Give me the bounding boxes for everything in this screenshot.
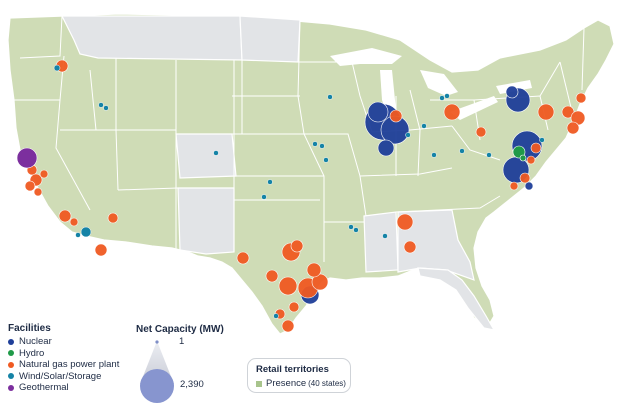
- capacity-legend-title: Net Capacity (MW): [136, 324, 224, 335]
- gas-marker: [537, 103, 555, 121]
- wind-marker: [213, 150, 219, 156]
- wind-dot-icon: [8, 373, 14, 380]
- wind-marker: [327, 94, 333, 100]
- facilities-legend-title: Facilities: [8, 323, 51, 334]
- gas-marker: [265, 269, 279, 283]
- wind-marker: [312, 141, 318, 147]
- state-florida: [417, 267, 496, 331]
- nuclear-dot-icon: [8, 338, 14, 345]
- geothermal-marker: [16, 147, 38, 169]
- gas-marker: [24, 180, 36, 192]
- capacity-min-label: 1: [179, 336, 185, 347]
- wind-marker: [439, 95, 445, 101]
- wind-marker: [539, 137, 545, 143]
- gas-marker: [39, 169, 49, 179]
- legend-label: Nuclear: [19, 336, 52, 348]
- gas-marker: [288, 301, 300, 313]
- state-new-mexico-west: [177, 187, 235, 255]
- gas-marker: [58, 209, 72, 223]
- wind-marker: [273, 313, 279, 319]
- geothermal-dot-icon: [8, 384, 14, 391]
- gas-marker: [69, 217, 79, 227]
- gas-marker: [94, 243, 108, 257]
- wind-marker: [382, 233, 388, 239]
- wind-marker: [353, 227, 359, 233]
- gas-marker: [475, 126, 487, 138]
- state-alabama-georgia-grey: [397, 209, 475, 281]
- gas-marker: [236, 251, 250, 265]
- wind-marker: [267, 179, 273, 185]
- capacity-max-label: 2,390: [180, 379, 204, 390]
- gas-marker: [281, 319, 295, 333]
- wind-marker: [323, 157, 329, 163]
- facilities-legend: Facilities Nuclear Hydro Natural gas pow…: [8, 323, 119, 394]
- gas-marker: [575, 92, 587, 104]
- capacity-scale-icon: [140, 340, 174, 403]
- legend-item-nuclear: Nuclear: [8, 336, 119, 348]
- nuclear-marker: [505, 85, 519, 99]
- retail-presence-row: Presence (40 states): [256, 378, 346, 389]
- legend-label: Geothermal: [19, 382, 69, 394]
- wind-marker: [421, 123, 427, 129]
- wind-marker: [459, 148, 465, 154]
- gas-marker: [107, 212, 119, 224]
- retail-presence-label: Presence: [266, 378, 307, 389]
- nuclear-marker: [377, 139, 395, 157]
- wind-marker: [261, 194, 267, 200]
- wind-marker: [348, 224, 354, 230]
- wind-marker: [319, 143, 325, 149]
- gas-marker: [566, 121, 580, 135]
- legend-item-hydro: Hydro: [8, 348, 119, 360]
- wind-marker: [405, 132, 411, 138]
- gas-marker: [443, 103, 461, 121]
- wind-marker: [75, 232, 81, 238]
- gas-marker: [278, 276, 298, 296]
- gas-marker: [530, 142, 542, 154]
- gas-marker: [33, 187, 43, 197]
- facility-markers: [16, 59, 587, 333]
- hydro-dot-icon: [8, 350, 14, 357]
- presence-swatch-icon: [256, 380, 262, 387]
- wind-marker: [444, 93, 450, 99]
- legend-label: Hydro: [19, 347, 45, 359]
- state-north-dakota-minnesota: [239, 15, 301, 63]
- nuclear-marker: [524, 181, 534, 191]
- legend-item-gas: Natural gas power plant: [8, 359, 119, 371]
- wind-marker: [486, 152, 492, 158]
- wind-marker: [98, 102, 104, 108]
- legend-item-geothermal: Geothermal: [8, 382, 119, 394]
- gas-marker: [509, 181, 519, 191]
- retail-legend-title: Retail territories: [256, 364, 329, 375]
- capacity-legend: Net Capacity (MW): [136, 324, 246, 404]
- nuclear-marker: [367, 101, 389, 123]
- gas-marker: [526, 155, 536, 165]
- retail-presence-note: (40 states): [308, 379, 346, 388]
- gas-marker: [306, 262, 322, 278]
- gas-marker: [290, 239, 304, 253]
- gas-marker: [403, 240, 417, 254]
- state-montana-washington-north: [61, 15, 243, 61]
- gas-marker: [389, 109, 403, 123]
- gas-marker: [396, 213, 414, 231]
- state-southeast-grey: [363, 211, 399, 273]
- state-nebraska-kansas: [175, 133, 237, 179]
- gas-marker: [519, 172, 531, 184]
- legend-label: Natural gas power plant: [19, 359, 120, 371]
- wind-marker: [431, 152, 437, 158]
- hydro-marker: [519, 154, 527, 162]
- legend-item-wind: Wind/Solar/Storage: [8, 371, 119, 383]
- gas-dot-icon: [8, 361, 14, 368]
- retail-legend: Retail territories Presence (40 states): [247, 358, 351, 393]
- wind-marker: [53, 64, 61, 72]
- legend-label: Wind/Solar/Storage: [19, 370, 102, 382]
- wind-marker: [80, 226, 92, 238]
- wind-marker: [103, 105, 109, 111]
